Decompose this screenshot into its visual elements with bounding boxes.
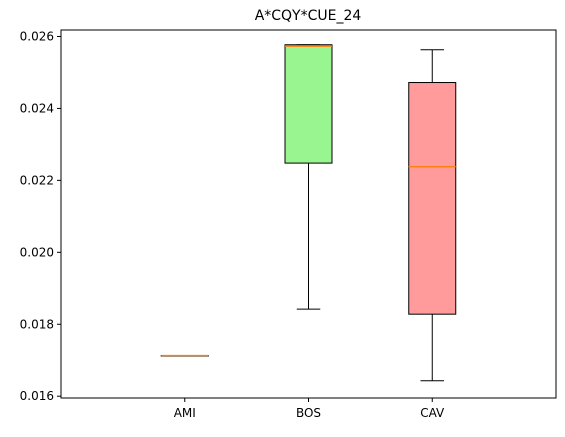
box-ami xyxy=(160,354,209,357)
x-axis: AMI BOS CAV xyxy=(174,398,445,420)
x-tick-label: AMI xyxy=(174,406,196,420)
y-tick-label: 0.016 xyxy=(20,389,54,403)
y-tick-label: 0.018 xyxy=(20,317,54,331)
y-tick-label: 0.026 xyxy=(20,29,54,43)
x-tick-label: CAV xyxy=(420,406,445,420)
x-tick-label: BOS xyxy=(296,406,321,420)
chart-title: A*CQY*CUE_24 xyxy=(255,8,362,24)
plot-marks xyxy=(160,44,457,382)
y-tick-label: 0.022 xyxy=(20,173,54,187)
box-cav xyxy=(408,49,457,382)
y-tick-label: 0.024 xyxy=(20,101,54,115)
iqr-box xyxy=(408,82,457,315)
iqr-box xyxy=(284,44,333,164)
y-axis: 0.016 0.018 0.020 0.022 0.024 0.026 xyxy=(20,29,61,403)
box-bos xyxy=(284,44,333,310)
y-tick-label: 0.020 xyxy=(20,245,54,259)
